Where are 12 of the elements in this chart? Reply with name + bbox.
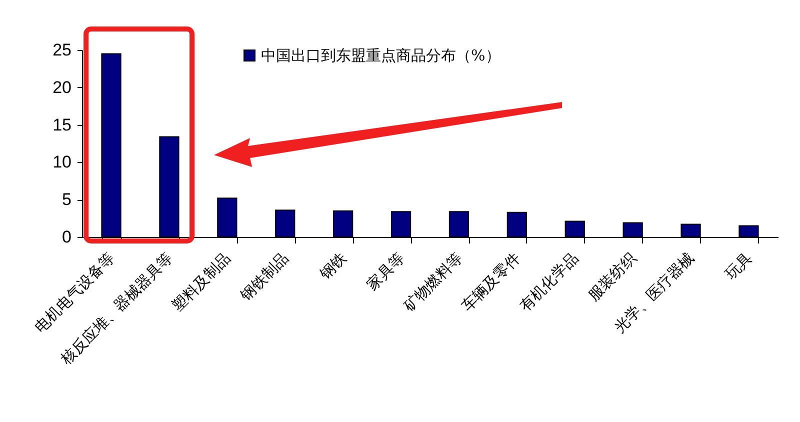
y-tick-label: 10: [52, 152, 72, 172]
x-tick-label: 家具等: [363, 249, 408, 294]
y-tick-label: 15: [52, 115, 72, 134]
y-tick-label: 20: [52, 78, 72, 97]
x-tick-label: 服装纺织: [584, 249, 640, 304]
x-tick-label: 玩具: [722, 249, 756, 284]
y-tick-label: 0: [62, 228, 72, 246]
y-tick-label: 25: [52, 40, 72, 60]
x-tick-label: 钢铁制品: [236, 249, 292, 305]
x-tick-label: 钢铁: [315, 249, 350, 284]
legend-label: 中国出口到东盟重点商品分布（%）: [261, 46, 500, 64]
y-tick-label: 5: [62, 190, 72, 210]
